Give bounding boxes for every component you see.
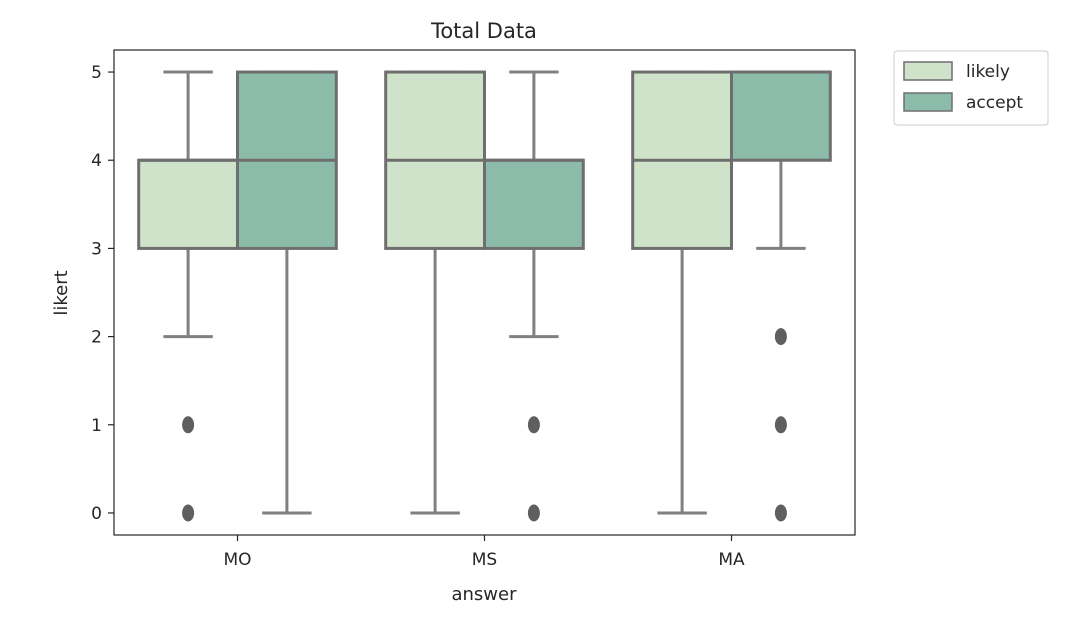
chart-title: Total Data xyxy=(430,19,537,43)
outlier-accept-MA-2 xyxy=(774,328,787,346)
y-tick-label-2: 2 xyxy=(91,328,102,348)
box-body-accept-MA xyxy=(730,70,832,162)
box-likely-MS xyxy=(384,70,487,515)
outlier-accept-MS-0 xyxy=(527,504,540,522)
x-axis-label: answer xyxy=(451,584,517,605)
outlier-accept-MA-1 xyxy=(774,416,787,434)
outlier-likely-MO-0 xyxy=(182,504,195,522)
x-tick-label-MS: MS xyxy=(472,550,497,570)
y-tick-label-1: 1 xyxy=(91,416,102,436)
box-likely-MA xyxy=(631,70,734,515)
y-axis-label: likert xyxy=(51,270,72,315)
x-axis: MO MS MA xyxy=(223,535,745,570)
y-tick-label-5: 5 xyxy=(91,63,102,83)
box-accept-MO xyxy=(236,70,338,515)
legend: likely accept xyxy=(893,50,1049,126)
y-tick-label-3: 3 xyxy=(91,239,102,259)
y-tick-label-4: 4 xyxy=(91,151,102,171)
plot-area xyxy=(137,70,832,522)
box-accept-MS xyxy=(483,70,585,522)
y-tick-label-0: 0 xyxy=(91,504,102,524)
y-axis: 0 1 2 3 4 5 xyxy=(91,63,114,524)
outlier-accept-MS-1 xyxy=(527,416,540,434)
box-accept-MA xyxy=(730,70,832,522)
box-body-likely-MO xyxy=(137,158,239,250)
x-tick-label-MA: MA xyxy=(718,550,745,570)
box-body-accept-MS xyxy=(483,158,585,250)
box-likely-MO xyxy=(137,70,239,522)
legend-label-accept: accept xyxy=(966,93,1023,113)
legend-label-likely: likely xyxy=(966,62,1010,82)
outlier-accept-MA-0 xyxy=(774,504,787,522)
legend-swatch-likely xyxy=(903,61,953,81)
outlier-likely-MO-1 xyxy=(182,416,195,434)
x-tick-label-MO: MO xyxy=(223,550,251,570)
legend-swatch-accept xyxy=(903,92,953,112)
